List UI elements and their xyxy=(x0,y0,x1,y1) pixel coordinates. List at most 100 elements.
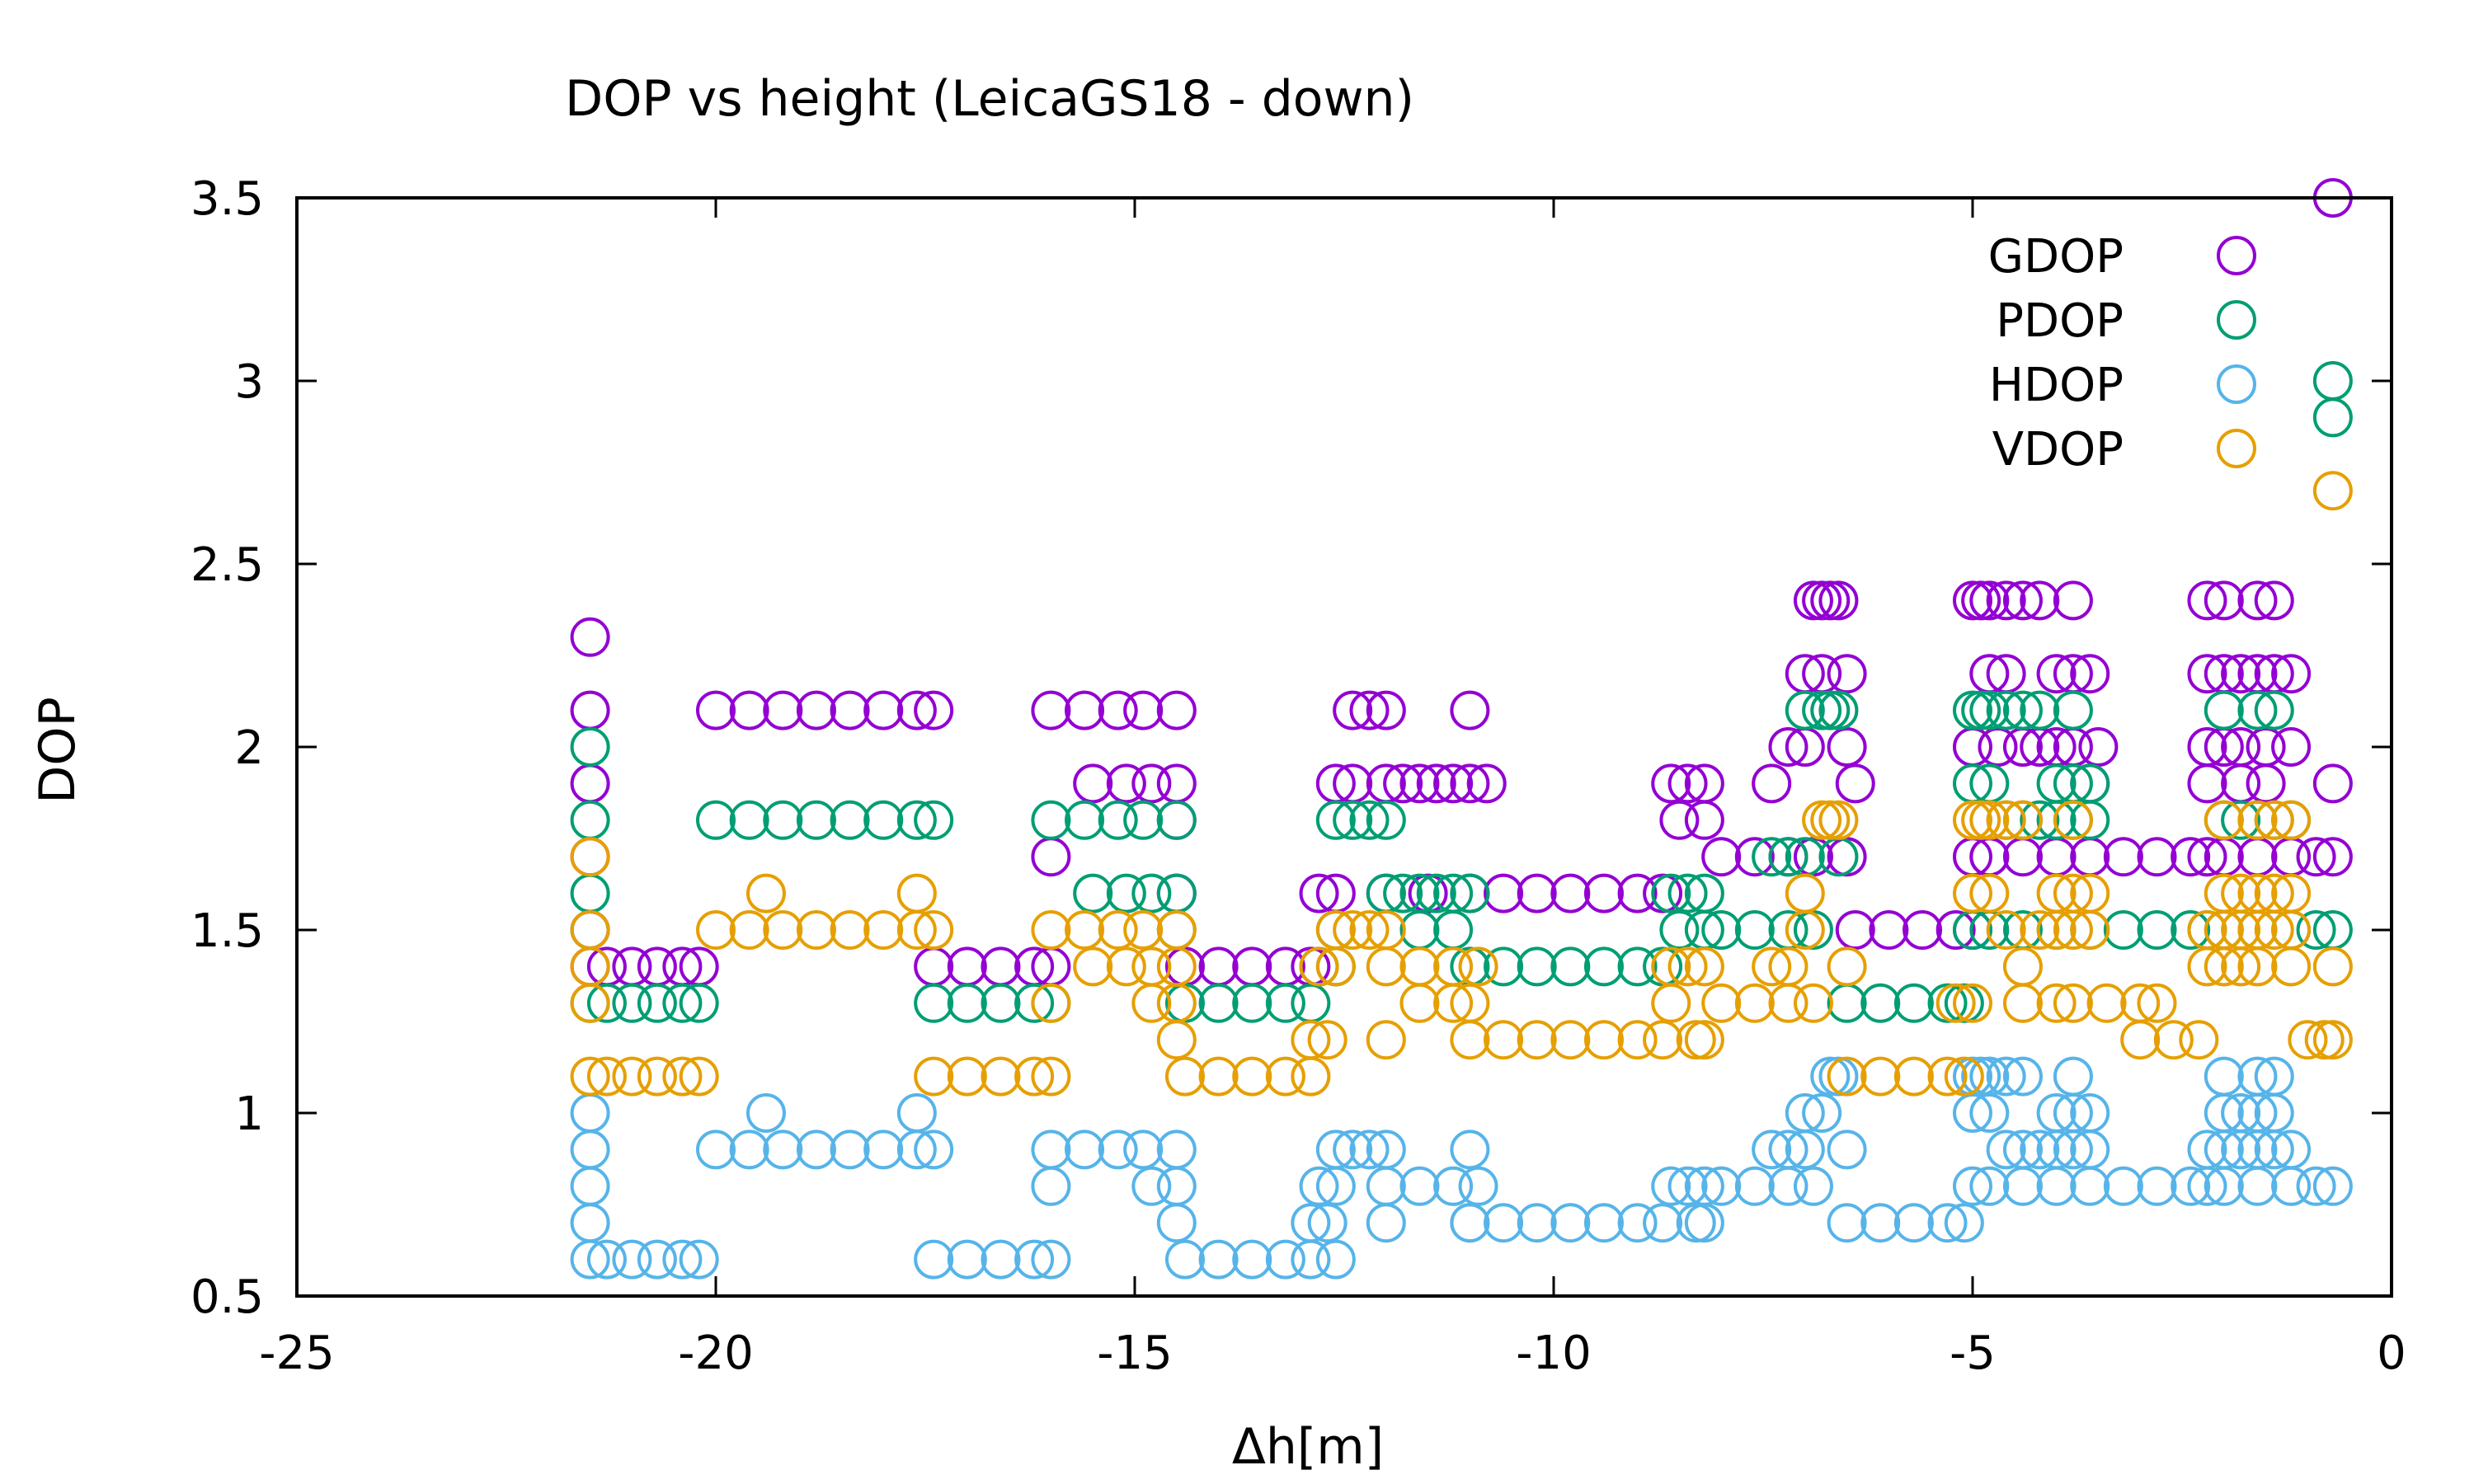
data-point xyxy=(1484,873,1524,913)
data-point xyxy=(1827,727,1867,767)
data-point xyxy=(1978,727,2018,767)
data-point xyxy=(896,800,937,840)
data-point xyxy=(863,690,904,730)
data-point xyxy=(2221,946,2261,987)
data-point xyxy=(1131,873,1172,913)
data-point xyxy=(1667,763,1708,804)
data-point xyxy=(2036,837,2077,877)
data-point xyxy=(2053,873,2093,913)
data-point xyxy=(2078,727,2119,767)
data-point xyxy=(2179,1020,2219,1060)
data-point xyxy=(2171,837,2211,877)
x-tick-label: -5 xyxy=(1950,1327,1996,1380)
data-point xyxy=(1827,1056,1867,1097)
data-point xyxy=(1232,983,1272,1023)
legend-marker xyxy=(2217,236,2256,275)
x-tick-label: -25 xyxy=(259,1327,334,1380)
data-point xyxy=(1065,690,1105,730)
data-point xyxy=(570,1093,610,1133)
data-point xyxy=(1156,1203,1197,1243)
data-point xyxy=(1399,1166,1440,1206)
data-point xyxy=(1014,983,1055,1023)
data-point xyxy=(1031,910,1071,950)
data-point xyxy=(2103,910,2143,950)
data-point xyxy=(586,1056,627,1097)
data-point xyxy=(1927,1203,1968,1243)
data-point xyxy=(2036,763,2077,804)
data-point xyxy=(2237,1093,2278,1133)
data-point xyxy=(1466,763,1507,804)
data-point xyxy=(1969,1166,2010,1206)
data-point xyxy=(1156,1129,1197,1170)
data-point xyxy=(679,983,719,1023)
data-point xyxy=(1232,946,1272,987)
data-point xyxy=(1818,1056,1859,1097)
data-point xyxy=(570,763,610,804)
data-point xyxy=(1315,910,1356,950)
data-point xyxy=(2137,910,2177,950)
data-point xyxy=(1827,946,1867,987)
data-point xyxy=(830,800,870,840)
data-point xyxy=(1768,1129,1808,1170)
data-point xyxy=(2254,1093,2294,1133)
data-point xyxy=(1156,800,1197,840)
data-point xyxy=(1198,946,1239,987)
data-point xyxy=(2221,873,2261,913)
data-point xyxy=(2020,580,2060,621)
data-point xyxy=(1986,1056,2026,1097)
data-point xyxy=(2002,983,2043,1023)
data-point xyxy=(1065,910,1105,950)
data-point xyxy=(2187,837,2227,877)
data-point xyxy=(570,837,610,877)
data-point xyxy=(1307,1203,1348,1243)
y-tick-label: 3.5 xyxy=(190,172,264,226)
data-point xyxy=(1651,763,1691,804)
data-point xyxy=(1156,983,1197,1023)
data-point xyxy=(1617,873,1658,913)
data-point xyxy=(1265,983,1305,1023)
data-point xyxy=(2204,1093,2244,1133)
data-point xyxy=(1198,1239,1239,1280)
data-point xyxy=(2036,873,2077,913)
data-point xyxy=(914,690,954,730)
data-point xyxy=(1643,1203,1683,1243)
data-point xyxy=(1969,873,2010,913)
data-point xyxy=(1953,873,1992,913)
data-point xyxy=(1684,1020,1724,1060)
data-point xyxy=(2070,873,2110,913)
data-point xyxy=(1291,1056,1331,1097)
data-point xyxy=(1399,910,1440,950)
data-point xyxy=(1969,1093,2010,1133)
data-point xyxy=(570,873,610,913)
data-point xyxy=(1953,1166,1992,1206)
data-point xyxy=(1818,580,1859,621)
data-point xyxy=(1366,690,1406,730)
data-point xyxy=(1198,1056,1239,1097)
data-point xyxy=(1684,946,1724,987)
data-point xyxy=(570,727,610,767)
data-point xyxy=(1935,910,1976,950)
data-point xyxy=(1433,1166,1474,1206)
data-point xyxy=(1969,800,2010,840)
data-point xyxy=(1399,946,1440,987)
data-point xyxy=(1701,910,1742,950)
data-point xyxy=(1156,946,1197,987)
data-point xyxy=(2070,763,2110,804)
data-point xyxy=(2221,654,2261,694)
data-point xyxy=(570,690,610,730)
data-point xyxy=(1869,910,1909,950)
x-tick-label: -15 xyxy=(1097,1327,1172,1380)
data-point xyxy=(2070,1093,2110,1133)
data-point xyxy=(1785,873,1825,913)
series-pdop xyxy=(570,361,2353,1023)
data-point xyxy=(1349,910,1390,950)
data-point xyxy=(947,946,987,987)
data-point xyxy=(570,1239,610,1280)
data-point xyxy=(1768,837,1808,877)
legend-label: GDOP xyxy=(1988,230,2124,284)
data-point xyxy=(1810,690,1851,730)
data-point xyxy=(796,1129,836,1170)
data-point xyxy=(1031,800,1071,840)
data-point xyxy=(2036,654,2077,694)
data-point xyxy=(863,910,904,950)
